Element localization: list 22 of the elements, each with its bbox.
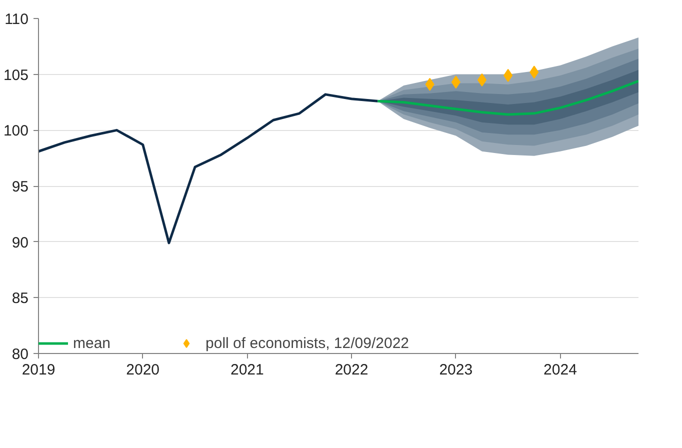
point xyxy=(504,68,513,82)
point xyxy=(425,78,434,91)
legend-label: mean xyxy=(73,334,111,352)
y-tick-label: 85 xyxy=(12,290,29,308)
x-tick-label: 2019 xyxy=(22,362,56,378)
x-tick-label: 2023 xyxy=(439,362,473,378)
point xyxy=(477,73,486,86)
point xyxy=(530,66,539,79)
line-series xyxy=(38,93,379,244)
y-tick-label: 80 xyxy=(12,346,29,363)
y-tick-label: 100 xyxy=(3,122,29,140)
x-tick-label: 2024 xyxy=(544,362,577,378)
x-tick-label: 2020 xyxy=(126,362,160,378)
y-tick-label: 105 xyxy=(3,66,29,84)
x-tick-label: 2021 xyxy=(230,362,264,378)
y-tick-label: 110 xyxy=(4,11,29,28)
line-series xyxy=(376,80,638,116)
point xyxy=(451,76,460,89)
y-tick-label: 95 xyxy=(12,178,29,196)
legend-label: poll of economists, 12/09/2022 xyxy=(206,334,409,352)
x-tick-label: 2022 xyxy=(334,362,368,378)
y-tick-label: 90 xyxy=(12,234,29,252)
